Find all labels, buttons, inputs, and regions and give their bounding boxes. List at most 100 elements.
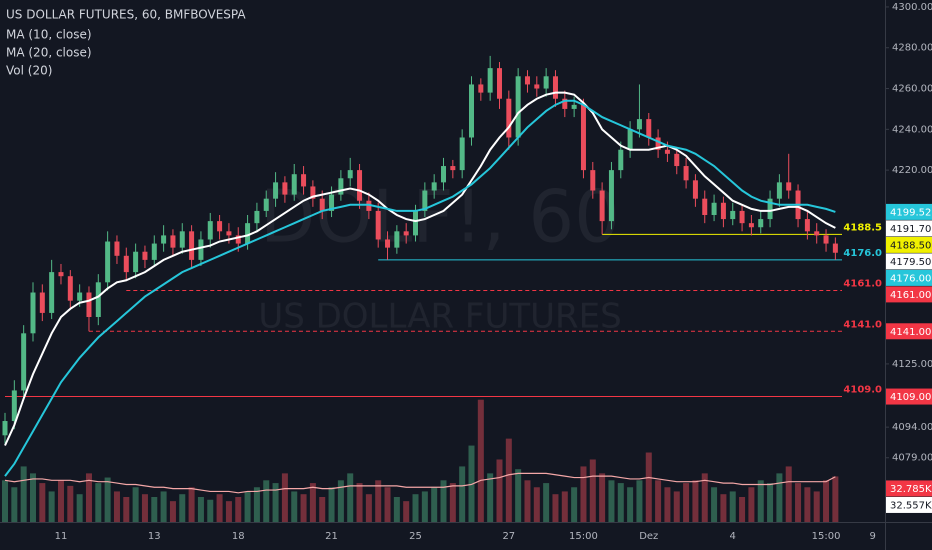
candle-body bbox=[151, 243, 157, 260]
candle-body bbox=[403, 231, 409, 236]
candle-body bbox=[487, 68, 493, 93]
candle-body bbox=[748, 223, 754, 228]
volume-bar bbox=[263, 480, 270, 522]
x-tick-label: 13 bbox=[148, 531, 161, 542]
candle-body bbox=[711, 202, 717, 216]
volume-bar bbox=[729, 491, 736, 522]
price-tag-label: 4141.00 bbox=[890, 327, 931, 338]
candle-body bbox=[207, 221, 213, 240]
volume-bar bbox=[235, 496, 242, 522]
candle-body bbox=[441, 166, 447, 183]
candle-body bbox=[524, 76, 530, 85]
volume-bar bbox=[776, 473, 783, 522]
x-tick-label: Dez bbox=[639, 531, 658, 542]
candle-body bbox=[534, 84, 540, 89]
price-tag bbox=[886, 480, 932, 497]
volume-bar bbox=[552, 494, 559, 522]
volume-bar bbox=[832, 476, 839, 522]
candle-body bbox=[767, 198, 773, 220]
candle-body bbox=[95, 282, 101, 317]
candle-body bbox=[413, 210, 419, 236]
volume-bar bbox=[319, 496, 326, 522]
candle-body bbox=[2, 421, 8, 436]
candle-body bbox=[347, 170, 353, 179]
price-tag-label: 32.557K bbox=[890, 500, 932, 511]
volume-bar bbox=[692, 480, 699, 522]
legend-entry[interactable]: MA (20, close) bbox=[6, 46, 92, 60]
x-tick-label: 4 bbox=[730, 531, 736, 542]
volume-bar bbox=[711, 487, 718, 522]
volume-bar bbox=[412, 494, 419, 522]
candle-body bbox=[142, 251, 148, 260]
volume-bar bbox=[347, 473, 354, 522]
level-label: 4188.5 bbox=[843, 222, 882, 233]
volume-bar bbox=[449, 483, 456, 522]
volume-bar bbox=[524, 480, 531, 522]
level-label: 4161.0 bbox=[843, 278, 882, 289]
volume-bar bbox=[356, 483, 363, 522]
volume-bar bbox=[515, 469, 522, 522]
volume-bar bbox=[757, 480, 764, 522]
candle-body bbox=[338, 178, 344, 195]
volume-bar bbox=[291, 491, 298, 522]
candle-body bbox=[674, 153, 680, 167]
price-tag bbox=[886, 388, 932, 405]
candle-body bbox=[655, 137, 661, 150]
candle-body bbox=[431, 182, 437, 191]
volume-bar bbox=[375, 480, 382, 522]
candle-body bbox=[263, 198, 269, 211]
volume-bar bbox=[543, 483, 550, 522]
volume-bar bbox=[132, 487, 139, 522]
volume-bar bbox=[617, 483, 624, 522]
overlay: US DOLLAR FUTURES, 60, BMFBOVESPA MA (10… bbox=[6, 8, 246, 78]
volume-bar bbox=[608, 480, 615, 522]
x-tick-label: 11 bbox=[55, 531, 68, 542]
candle-body bbox=[776, 182, 782, 199]
candle-body bbox=[692, 180, 698, 199]
price-tag bbox=[886, 203, 932, 220]
watermark-subtitle: US DOLLAR FUTURES bbox=[258, 297, 621, 337]
level-label: 4141.0 bbox=[843, 319, 882, 330]
watermark: DOLF!, 60 bbox=[260, 175, 620, 259]
candle-body bbox=[235, 235, 241, 244]
volume-bar bbox=[533, 487, 540, 522]
candle-body bbox=[226, 231, 232, 236]
candle-body bbox=[636, 119, 642, 130]
volume-bar bbox=[627, 487, 634, 522]
price-tag bbox=[886, 286, 932, 303]
candle-body bbox=[506, 98, 512, 138]
legend-entry[interactable]: Vol (20) bbox=[6, 64, 52, 78]
candle-body bbox=[49, 272, 55, 313]
x-tick-label: 21 bbox=[325, 531, 338, 542]
y-tick-label: 4280.00 bbox=[892, 43, 932, 54]
x-tick-label: 9 bbox=[870, 531, 876, 542]
volume-bar bbox=[505, 438, 512, 522]
volume-bar bbox=[141, 494, 148, 522]
volume-bar bbox=[20, 466, 27, 522]
candle-body bbox=[627, 129, 633, 150]
candle-body bbox=[823, 235, 829, 244]
y-tick-label: 4079.00 bbox=[892, 453, 932, 464]
candle-body bbox=[114, 241, 120, 256]
candle-body bbox=[646, 119, 652, 138]
volume-bar bbox=[76, 494, 83, 522]
candle-body bbox=[608, 170, 614, 222]
price-tag bbox=[886, 496, 932, 513]
volume-bar bbox=[785, 466, 792, 522]
legend-entry[interactable]: MA (10, close) bbox=[6, 28, 92, 42]
price-tag-label: 4176.00 bbox=[890, 273, 931, 284]
volume-bar bbox=[636, 480, 643, 522]
volume-bar bbox=[11, 487, 18, 522]
candle-body bbox=[217, 221, 223, 232]
ma-line bbox=[4, 99, 836, 477]
price-tag bbox=[886, 269, 932, 286]
volume-bar bbox=[160, 491, 167, 522]
y-tick-label: 4240.00 bbox=[892, 124, 932, 135]
candle-body bbox=[161, 235, 167, 244]
volume-bar bbox=[281, 473, 288, 522]
volume-bar bbox=[384, 487, 391, 522]
candle-body bbox=[571, 104, 577, 109]
candle-body bbox=[11, 390, 17, 422]
candle-body bbox=[664, 149, 670, 154]
volume-bar bbox=[328, 487, 335, 522]
